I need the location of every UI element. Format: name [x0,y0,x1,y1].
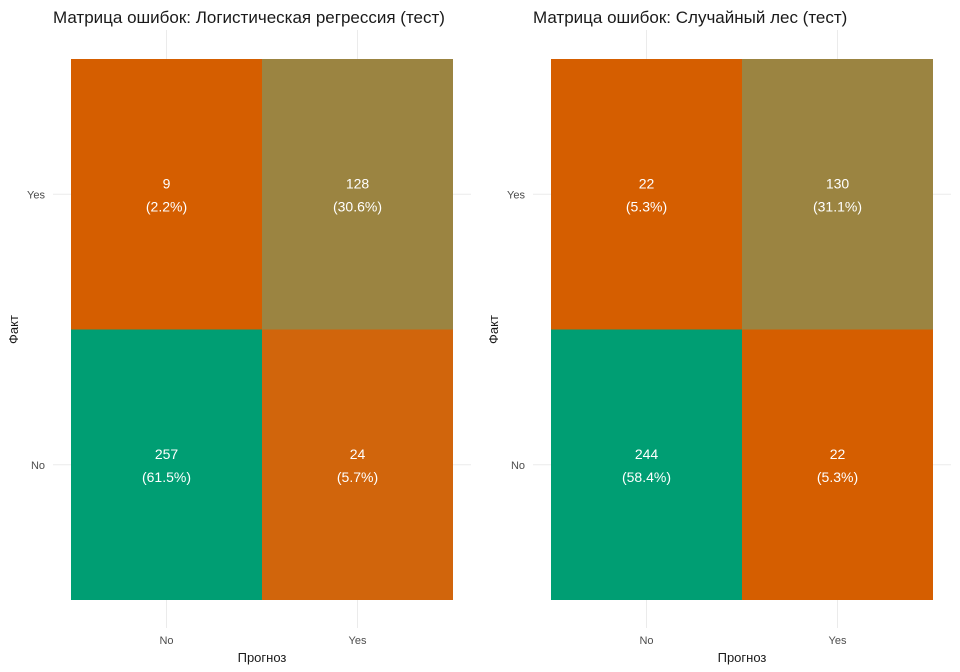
x-axis-label: Прогноз [238,650,287,665]
y-tick-label: Yes [507,189,525,201]
cell-percent-label: (5.3%) [626,198,667,214]
x-tick-label: Yes [829,635,847,647]
cell-count-label: 24 [350,446,366,462]
x-tick-label: No [159,635,173,647]
cell-count-label: 257 [155,446,179,462]
cell-count-label: 128 [346,175,370,191]
cell-percent-label: (31.1%) [813,198,862,214]
cell-count-label: 130 [826,175,850,191]
y-tick-label: No [31,460,45,472]
heatmap-cell [262,329,453,600]
chart-title: Матрица ошибок: Случайный лес (тест) [533,8,847,27]
cell-percent-label: (5.7%) [337,469,378,485]
cell-percent-label: (58.4%) [622,469,671,485]
cell-count-label: 9 [163,175,171,191]
heatmap-cell [742,329,933,600]
heatmap-cell [71,59,262,330]
cell-percent-label: (61.5%) [142,469,191,485]
cell-count-label: 22 [639,175,655,191]
heatmap-cell [551,59,742,330]
heatmap-cell [262,59,453,330]
heatmap-cell [551,329,742,600]
cell-count-label: 244 [635,446,659,462]
cell-count-label: 22 [830,446,846,462]
cell-percent-label: (5.3%) [817,469,858,485]
y-tick-label: Yes [27,189,45,201]
heatmap-cell [742,59,933,330]
y-axis-label: Факт [6,315,21,344]
y-axis-label: Факт [486,315,501,344]
cell-percent-label: (2.2%) [146,198,187,214]
x-tick-label: Yes [349,635,367,647]
heatmap-cell [71,329,262,600]
chart-title: Матрица ошибок: Логистическая регрессия … [53,8,445,27]
y-tick-label: No [511,460,525,472]
cell-percent-label: (30.6%) [333,198,382,214]
x-tick-label: No [639,635,653,647]
x-axis-label: Прогноз [718,650,767,665]
